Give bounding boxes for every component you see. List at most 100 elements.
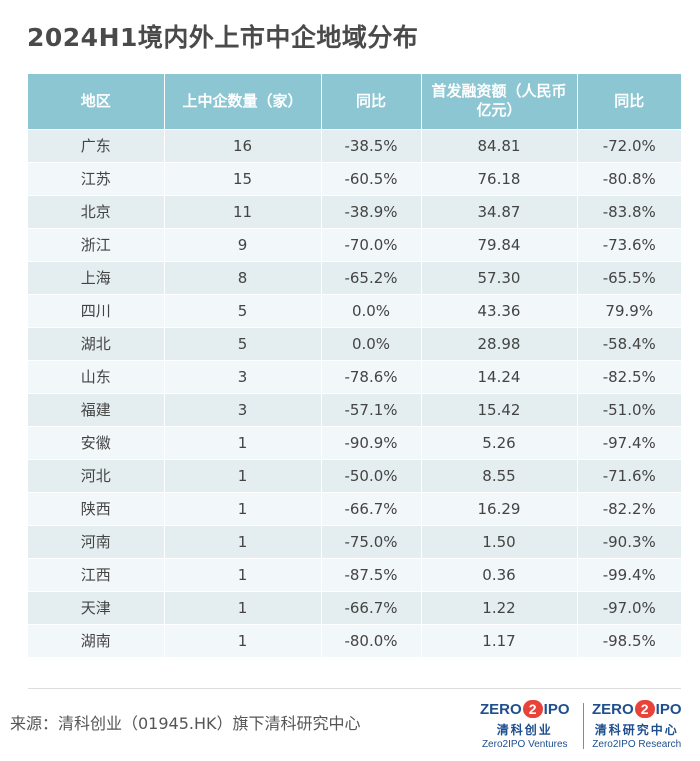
cell-company-count: 9 [163,227,321,261]
header-count-yoy: 同比 [320,74,421,129]
logo-separator [583,703,584,749]
cell-count-yoy: -80.0% [320,623,421,657]
cell-region: 湖南 [28,623,164,657]
table-row: 湖南 1 -80.0% 1.17 -98.5% [28,623,681,657]
cell-amount-yoy: -97.0% [576,590,681,624]
table-row: 福建 3 -57.1% 15.42 -51.0% [28,392,681,426]
cell-amount-yoy: -90.3% [576,524,681,558]
cell-region: 北京 [28,194,164,228]
logo-mark: ZERO 2 IPO [592,700,682,718]
cell-region: 山东 [28,359,164,393]
page-title: 2024H1境内外上市中企地域分布 [27,23,419,52]
cell-count-yoy: -87.5% [320,557,421,591]
cell-company-count: 1 [163,491,321,525]
cell-region: 陕西 [28,491,164,525]
cell-financing-amount: 43.36 [420,293,577,327]
source-note: 来源：清科创业（01945.HK）旗下清科研究中心 [10,714,361,733]
cell-company-count: 1 [163,557,321,591]
cell-company-count: 1 [163,425,321,459]
cell-count-yoy: -57.1% [320,392,421,426]
cell-company-count: 15 [163,161,321,195]
cell-amount-yoy: -98.5% [576,623,681,657]
cell-amount-yoy: -82.5% [576,359,681,393]
table-row: 河北 1 -50.0% 8.55 -71.6% [28,458,681,492]
cell-count-yoy: -50.0% [320,458,421,492]
footer-divider [28,688,681,689]
logo-mark-left: ZERO [592,700,634,718]
cell-count-yoy: -78.6% [320,359,421,393]
table-row: 江西 1 -87.5% 0.36 -99.4% [28,557,681,591]
cell-financing-amount: 1.22 [420,590,577,624]
cell-count-yoy: -60.5% [320,161,421,195]
cell-amount-yoy: -73.6% [576,227,681,261]
cell-amount-yoy: -97.4% [576,425,681,459]
cell-region: 江西 [28,557,164,591]
cell-financing-amount: 16.29 [420,491,577,525]
cell-region: 浙江 [28,227,164,261]
table-row: 广东 16 -38.5% 84.81 -72.0% [28,128,681,162]
cell-count-yoy: 0.0% [320,293,421,327]
cell-financing-amount: 34.87 [420,194,577,228]
cell-amount-yoy: -72.0% [576,128,681,162]
table-row: 安徽 1 -90.9% 5.26 -97.4% [28,425,681,459]
cell-count-yoy: -90.9% [320,425,421,459]
cell-region: 上海 [28,260,164,294]
cell-amount-yoy: -80.8% [576,161,681,195]
logo-cn-name: 清科研究中心 [594,723,679,737]
zero2ipo-ventures-logo: ZERO 2 IPO 清科创业 Zero2IPO Ventures [480,700,570,750]
cell-financing-amount: 84.81 [420,128,577,162]
cell-financing-amount: 1.17 [420,623,577,657]
logo-mark-right: IPO [543,700,570,718]
logo-mark-right: IPO [655,700,682,718]
cell-financing-amount: 5.26 [420,425,577,459]
table-row: 湖北 5 0.0% 28.98 -58.4% [28,326,681,360]
header-region: 地区 [28,74,164,129]
table-body: 广东 16 -38.5% 84.81 -72.0% 江苏 15 -60.5% 76.18 -80.… [28,128,681,657]
cell-financing-amount: 1.50 [420,524,577,558]
cell-count-yoy: -65.2% [320,260,421,294]
zero2ipo-research-logo: ZERO 2 IPO 清科研究中心 Zero2IPO Research [592,700,682,750]
cell-financing-amount: 28.98 [420,326,577,360]
cell-financing-amount: 79.84 [420,227,577,261]
cell-region: 河南 [28,524,164,558]
table-row: 江苏 15 -60.5% 76.18 -80.8% [28,161,681,195]
cell-count-yoy: 0.0% [320,326,421,360]
cell-region: 四川 [28,293,164,327]
cell-amount-yoy: -71.6% [576,458,681,492]
cell-region: 河北 [28,458,164,492]
cell-financing-amount: 76.18 [420,161,577,195]
cell-financing-amount: 57.30 [420,260,577,294]
cell-count-yoy: -38.5% [320,128,421,162]
cell-count-yoy: -70.0% [320,227,421,261]
cell-financing-amount: 15.42 [420,392,577,426]
cell-company-count: 1 [163,524,321,558]
logo-mark-left: ZERO [480,700,522,718]
cell-region: 广东 [28,128,164,162]
cell-financing-amount: 14.24 [420,359,577,393]
cell-count-yoy: -38.9% [320,194,421,228]
cell-region: 江苏 [28,161,164,195]
table-row: 四川 5 0.0% 43.36 79.9% [28,293,681,327]
cell-company-count: 5 [163,326,321,360]
header-financing-amount: 首发融资额（人民币亿元） [420,74,577,129]
cell-company-count: 1 [163,590,321,624]
cell-amount-yoy: -51.0% [576,392,681,426]
logo-en-name: Zero2IPO Research [592,739,682,750]
cell-company-count: 16 [163,128,321,162]
logo-mark: ZERO 2 IPO [480,700,570,718]
table-row: 山东 3 -78.6% 14.24 -82.5% [28,359,681,393]
cell-financing-amount: 8.55 [420,458,577,492]
cell-amount-yoy: -58.4% [576,326,681,360]
table-row: 浙江 9 -70.0% 79.84 -73.6% [28,227,681,261]
header-company-count: 上中企数量（家） [163,74,321,129]
cell-count-yoy: -75.0% [320,524,421,558]
cell-company-count: 5 [163,293,321,327]
cell-financing-amount: 0.36 [420,557,577,591]
table-header-row: 地区 上中企数量（家） 同比 首发融资额（人民币亿元） 同比 [28,74,681,129]
header-amount-yoy: 同比 [576,74,681,129]
logo-mark-mid: 2 [634,700,655,718]
cell-count-yoy: -66.7% [320,491,421,525]
cell-region: 天津 [28,590,164,624]
cell-company-count: 11 [163,194,321,228]
cell-company-count: 3 [163,359,321,393]
